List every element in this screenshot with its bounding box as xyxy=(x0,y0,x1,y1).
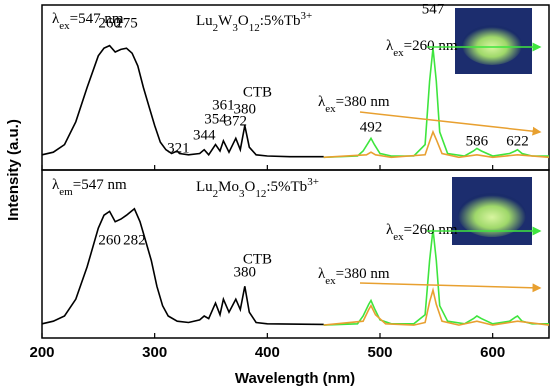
formula: Lu2Mo3O12:5%Tb3+ xyxy=(196,176,319,200)
peak-label: 260 xyxy=(98,232,121,248)
peak-label: 275 xyxy=(115,15,138,31)
peak-label: 380 xyxy=(234,101,257,117)
x-tick-label: 500 xyxy=(367,344,392,361)
spectrum-line xyxy=(323,287,550,326)
series-label: λex=547 nm xyxy=(52,11,124,31)
peak-label: 282 xyxy=(123,232,146,248)
series-label: λex=260 nm xyxy=(386,222,458,242)
peak-label: 260 xyxy=(98,15,121,31)
arrow xyxy=(359,111,542,136)
series-label: λem=547 nm xyxy=(52,177,127,197)
peak-label: 622 xyxy=(506,133,529,149)
peak-label: 372 xyxy=(225,113,248,129)
peak-label: 492 xyxy=(360,119,383,135)
peak-label: 380 xyxy=(234,264,257,280)
spectrum-line xyxy=(41,207,324,326)
formula: Lu2W3O12:5%Tb3+ xyxy=(196,10,312,34)
peak-label: 586 xyxy=(466,133,489,149)
panel-frame xyxy=(41,169,550,339)
series-label: λex=260 nm xyxy=(386,38,458,58)
x-axis-label: Wavelength (nm) xyxy=(235,370,355,387)
spectrum-line xyxy=(323,229,549,326)
series-label: λex=380 nm xyxy=(318,94,390,114)
peak-label: 361 xyxy=(212,97,235,113)
band-label: CTB xyxy=(243,84,272,100)
x-tick-label: 400 xyxy=(255,344,280,361)
spectrum-line xyxy=(323,129,550,159)
powder xyxy=(462,25,522,65)
y-axis-label: Intensity (a.u.) xyxy=(5,119,22,221)
arrow xyxy=(359,282,542,293)
peak-label: 344 xyxy=(193,127,216,143)
x-tick-label: 200 xyxy=(29,344,54,361)
spectrum-line xyxy=(323,48,549,159)
band-label: CTB xyxy=(243,251,272,267)
spectrum-line xyxy=(41,44,324,158)
x-tick-label: 300 xyxy=(142,344,167,361)
x-tick-label: 600 xyxy=(480,344,505,361)
powder xyxy=(458,193,526,237)
peak-label: 547 xyxy=(422,1,445,17)
series-label: λex=380 nm xyxy=(318,266,390,286)
peak-label: 321 xyxy=(167,140,190,156)
peak-label: 354 xyxy=(204,111,227,127)
